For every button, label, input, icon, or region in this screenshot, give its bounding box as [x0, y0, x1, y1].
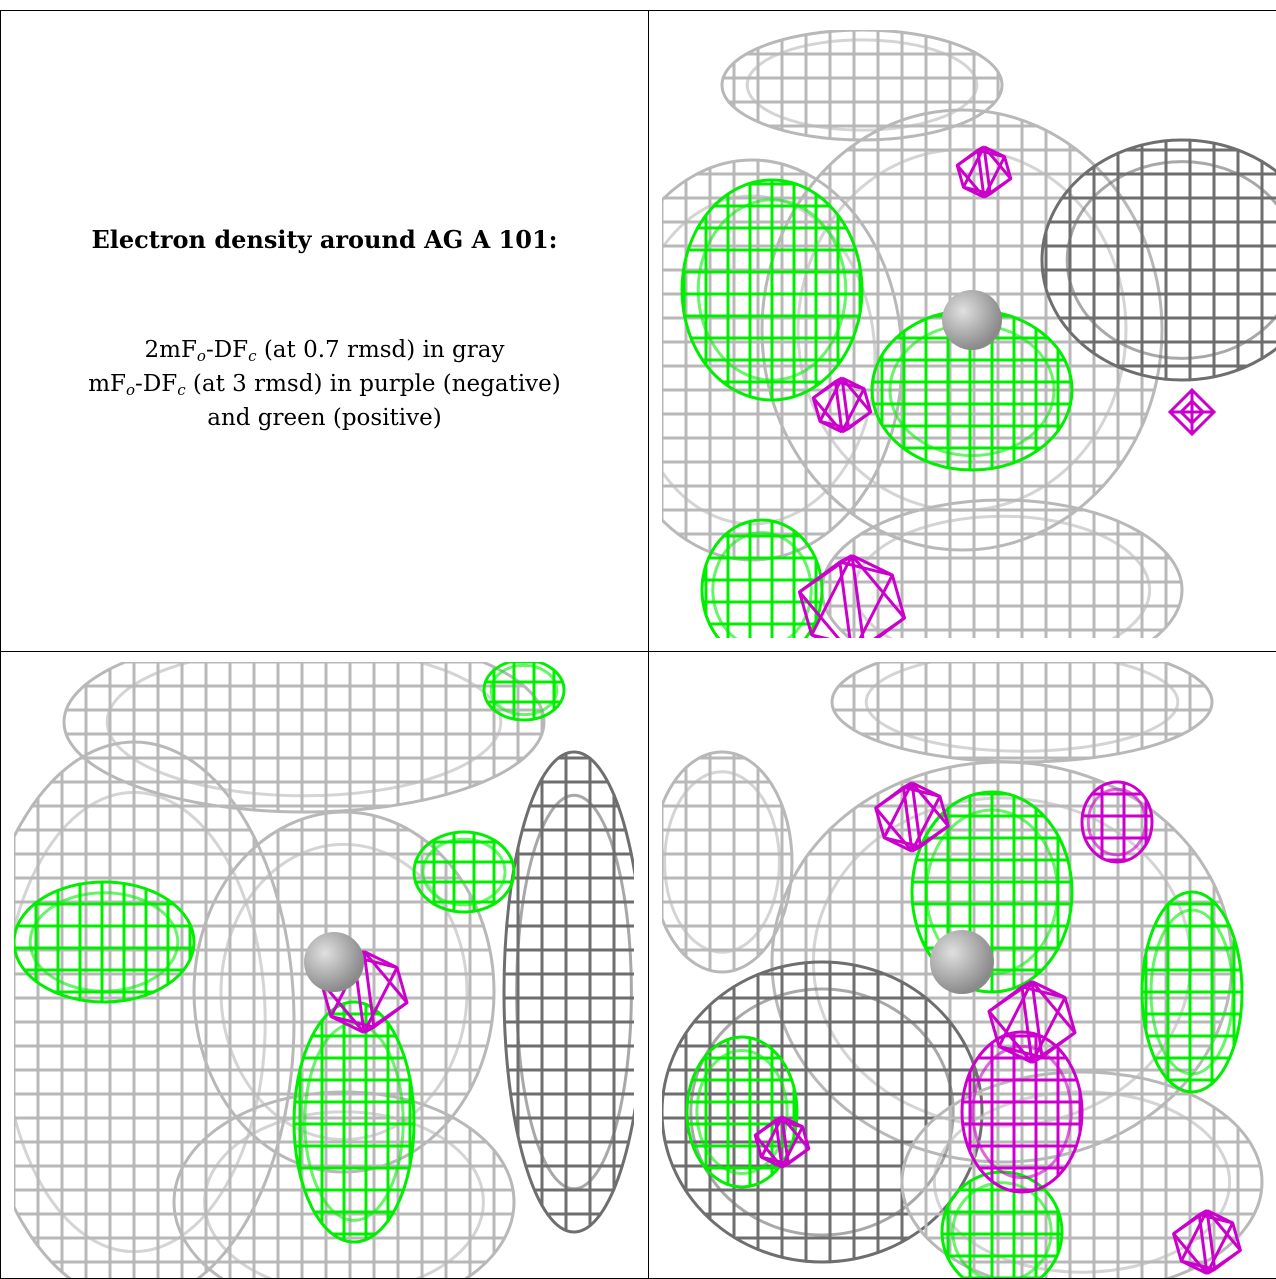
border-middle-horizontal	[0, 651, 1276, 652]
border-middle-vertical	[648, 10, 649, 1279]
gray-density-top	[830, 662, 1214, 764]
positive-density-2	[1140, 890, 1244, 1094]
gray-density-left	[14, 740, 296, 1278]
positive-density-2	[412, 830, 516, 914]
negative-density-4	[960, 1030, 1084, 1194]
negative-density-6	[1172, 1209, 1242, 1275]
caption-title: Electron density around AG A 101:	[91, 225, 558, 254]
positive-density-4	[292, 1000, 416, 1244]
density-mesh-view-1	[662, 30, 1276, 638]
gray-density-top	[62, 662, 546, 814]
negative-density-2	[1080, 780, 1154, 864]
gray-density-bottom	[172, 1090, 516, 1278]
caption-body: 2mFo-DFc (at 0.7 rmsd) in gray mFo-DFc (…	[3, 334, 646, 435]
figure-caption: Electron density around AG A 101: 2mFo-D…	[3, 12, 646, 650]
gray-density-bottom	[900, 1070, 1264, 1278]
positive-density-4	[940, 1170, 1064, 1278]
density-mesh-view-2	[14, 662, 634, 1278]
border-left	[0, 10, 1, 1279]
positive-density-3	[14, 880, 196, 1004]
gray-density-left	[662, 750, 794, 974]
density-panel-bottom-left	[14, 662, 634, 1278]
ag-atom-sphere	[942, 290, 1002, 350]
caption-line-positive: and green (positive)	[207, 404, 442, 431]
gray-density-bottom	[820, 498, 1184, 638]
negative-density-2	[811, 376, 873, 434]
negative-density-3	[797, 554, 907, 638]
negative-density-1	[874, 781, 950, 853]
density-mesh-view-3	[662, 662, 1264, 1278]
gray-density-right	[502, 750, 634, 1234]
gray-density-right	[1040, 138, 1276, 382]
caption-line-2mfo-dfc: 2mFo-DFc (at 0.7 rmsd) in gray	[144, 337, 505, 365]
negative-density-1	[955, 145, 1013, 199]
negative-density-5	[753, 1115, 811, 1169]
positive-density-1	[482, 662, 566, 722]
ag-atom-sphere	[304, 932, 364, 992]
caption-line-mfo-dfc: mFo-DFc (at 3 rmsd) in purple (negative)	[88, 370, 561, 399]
positive-density-3	[700, 518, 824, 638]
density-panel-top-right	[662, 30, 1276, 638]
positive-density-1	[680, 178, 864, 402]
border-top	[0, 10, 1276, 11]
gray-density-cap	[720, 30, 1004, 142]
ag-atom-sphere	[930, 930, 994, 994]
negative-density-4	[1167, 387, 1217, 437]
density-panel-bottom-right	[662, 662, 1276, 1278]
